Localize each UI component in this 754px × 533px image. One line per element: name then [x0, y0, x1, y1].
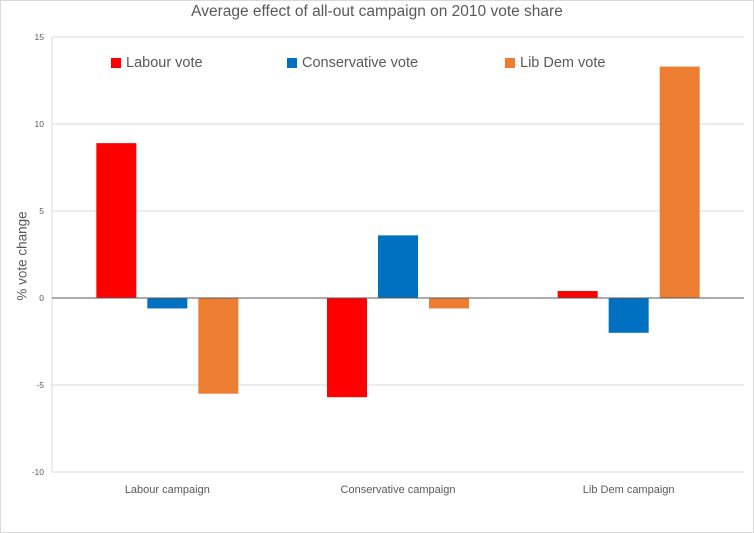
bar	[659, 66, 700, 298]
x-tick-label: Lib Dem campaign	[583, 484, 675, 496]
bars	[96, 66, 700, 398]
legend-item-labour: Labour vote	[111, 54, 203, 72]
legend-swatch-labour	[111, 58, 121, 68]
y-tick-label: 5	[39, 206, 44, 216]
legend-item-libdem: Lib Dem vote	[505, 54, 605, 72]
bar	[198, 298, 239, 394]
legend-swatch-libdem	[505, 58, 515, 68]
y-tick-label: 10	[35, 119, 45, 129]
bar	[429, 298, 469, 309]
y-tick-label: -5	[36, 380, 44, 390]
chart-title: Average effect of all-out campaign on 20…	[191, 3, 563, 20]
y-tick-label: 15	[35, 32, 45, 42]
x-tick-label: Conservative campaign	[341, 484, 456, 496]
bar	[327, 298, 367, 398]
axes	[51, 37, 744, 472]
y-tick-label: 0	[39, 293, 44, 303]
legend-item-conservative: Conservative vote	[287, 54, 418, 72]
bar	[608, 298, 649, 333]
legend-label-labour: Labour vote	[126, 55, 203, 71]
bar	[557, 291, 598, 298]
legend-label-libdem: Lib Dem vote	[520, 55, 606, 71]
legend-label-conservative: Conservative vote	[302, 55, 419, 71]
tick-labels: -10 -5 0 5 10 15 Labour campaign Conservative c…	[32, 32, 675, 496]
bar	[96, 143, 137, 298]
y-tick-label: -10	[32, 467, 45, 477]
bar	[378, 235, 418, 298]
bar	[147, 298, 188, 309]
grid-lines	[52, 36, 744, 473]
legend-swatch-conservative	[287, 58, 297, 68]
x-tick-label: Labour campaign	[125, 484, 210, 496]
